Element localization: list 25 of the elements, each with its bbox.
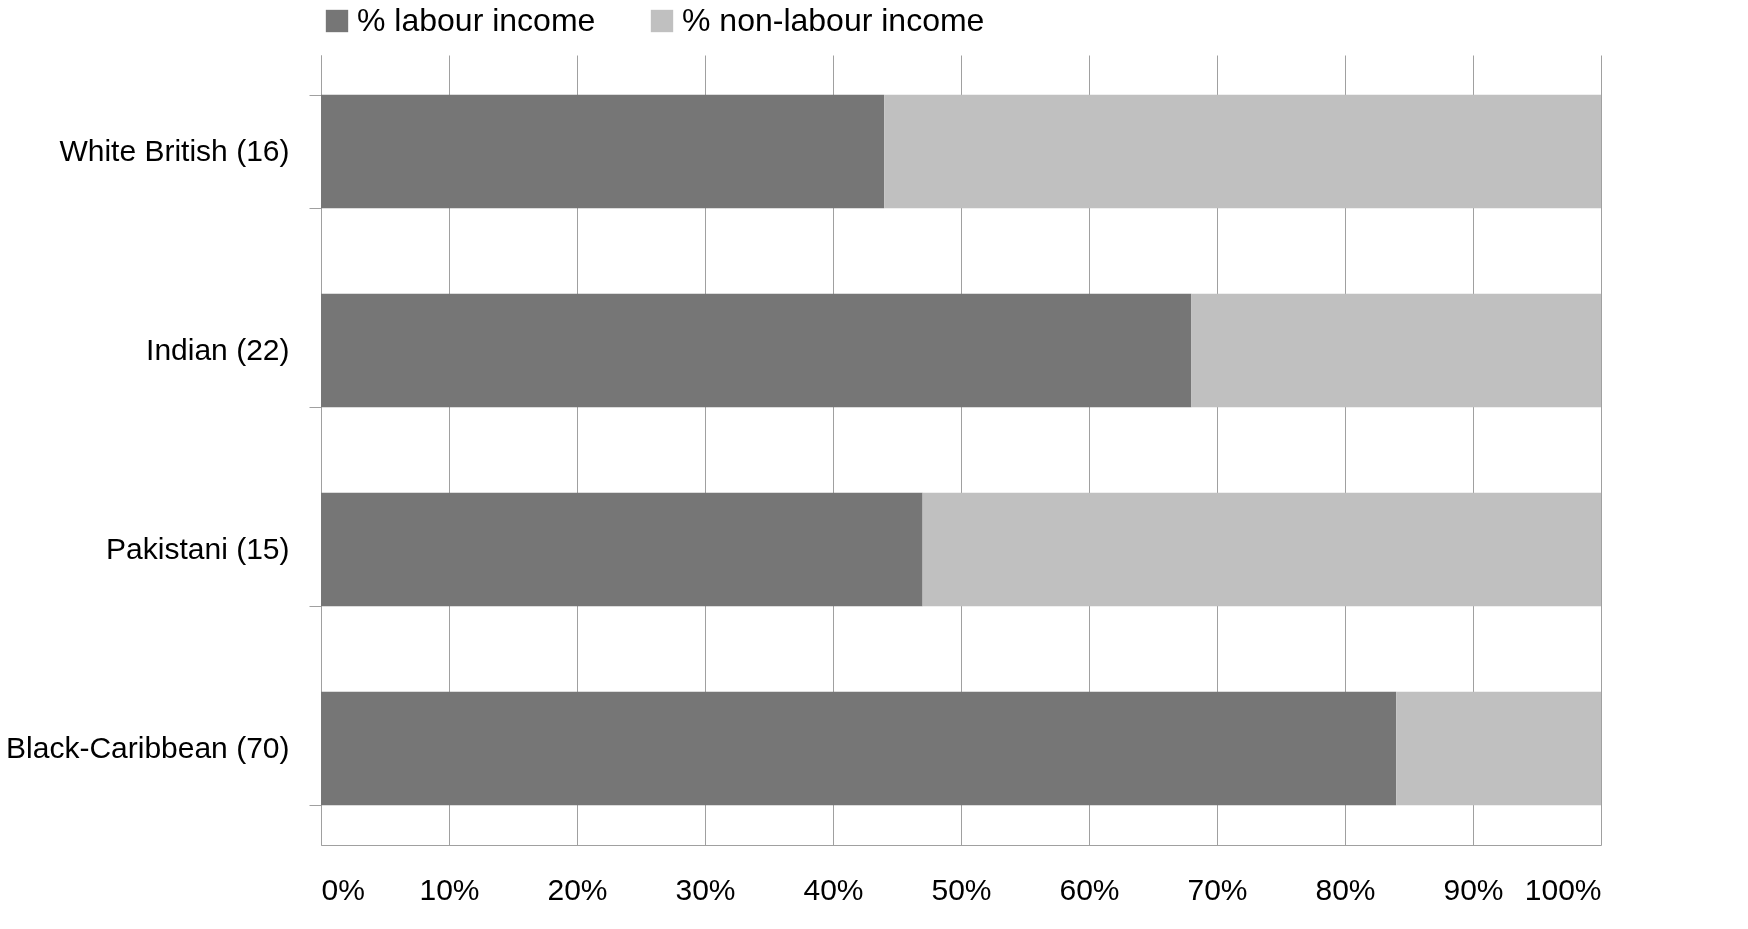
x-tick-label: 50% <box>931 872 992 906</box>
x-tick-label: 60% <box>1059 872 1120 906</box>
x-tick-label: 30% <box>675 872 736 906</box>
x-tick-label: 100% <box>1524 872 1602 906</box>
x-tick-label: 40% <box>803 872 864 906</box>
legend-label: % labour income <box>357 2 596 38</box>
x-tick-label: 90% <box>1443 872 1504 906</box>
bar <box>321 293 1192 408</box>
y-tick-label: Indian (22) <box>146 333 290 366</box>
x-tick-label: 70% <box>1187 872 1248 906</box>
bar <box>922 492 1601 607</box>
x-tick-label: 20% <box>547 872 608 906</box>
bar <box>321 94 885 209</box>
y-tick-label: Black-Caribbean (70) <box>6 730 290 764</box>
x-tick-label: 80% <box>1315 872 1376 906</box>
bar <box>1396 691 1601 806</box>
y-tick-label: White British (16) <box>59 134 290 168</box>
bar <box>1191 293 1601 408</box>
x-tick-label: 10% <box>419 872 480 906</box>
legend-label: % non-labour income <box>682 2 985 38</box>
bar <box>321 492 923 607</box>
x-tick-label: 0% <box>321 872 365 906</box>
bar <box>321 691 1397 806</box>
y-tick-label: Pakistani (15) <box>106 532 290 565</box>
bar <box>884 94 1601 209</box>
